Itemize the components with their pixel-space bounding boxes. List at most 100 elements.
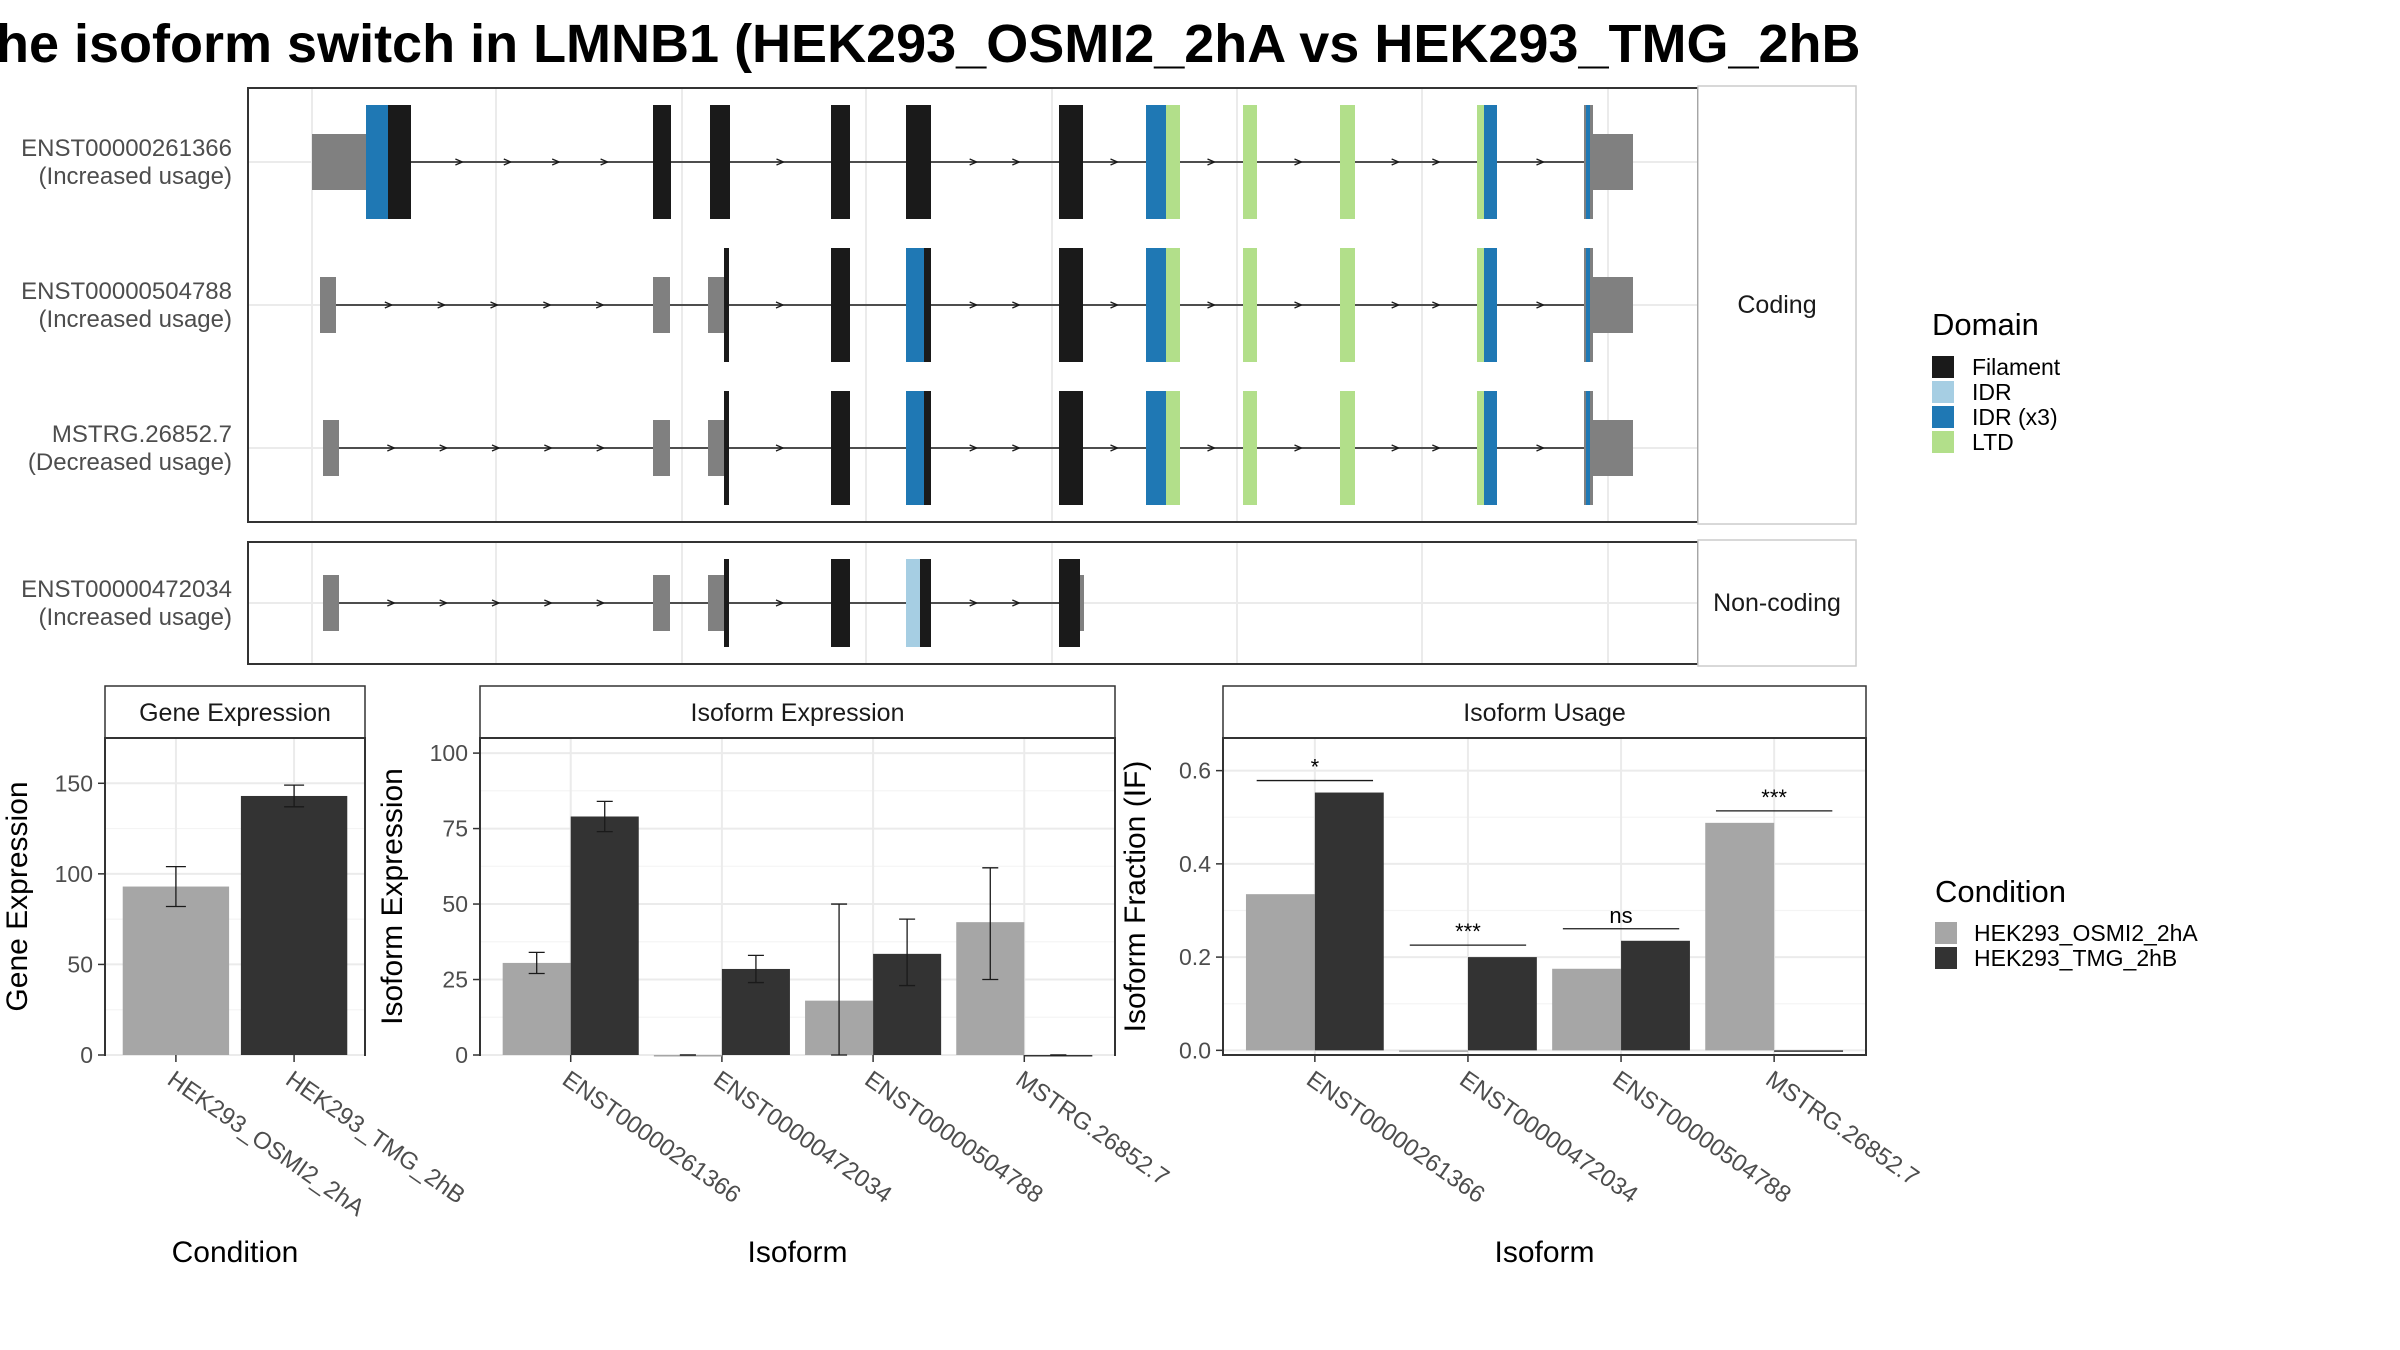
- exon-segment: [1146, 391, 1166, 505]
- exon-segment: [1593, 420, 1633, 476]
- exon-segment: [1146, 105, 1166, 219]
- intron-direction-arrow: [1391, 301, 1401, 309]
- intron-direction-arrow: [437, 301, 447, 309]
- exon-segment: [388, 105, 411, 219]
- exon-segment: [1059, 391, 1083, 505]
- intron-direction-arrow: [775, 599, 785, 607]
- intron-direction-arrow: [1110, 301, 1120, 309]
- exon-segment: [1340, 105, 1355, 219]
- exon-segment: [1477, 105, 1484, 219]
- intron-direction-arrow: [1110, 444, 1120, 452]
- intron-direction-arrow: [551, 158, 561, 166]
- exon-segment: [1586, 248, 1590, 362]
- exon-segment: [831, 391, 850, 505]
- exon-segment: [724, 248, 729, 362]
- y-tick-label: 100: [430, 740, 468, 766]
- intron-direction-arrow: [544, 599, 553, 607]
- domain-legend-label: IDR (x3): [1972, 404, 2058, 430]
- transcript-label: ENST00000261366: [21, 135, 232, 162]
- exon-segment: [1243, 105, 1257, 219]
- exon-segment: [1586, 391, 1590, 505]
- exon-segment: [1484, 248, 1497, 362]
- intron-direction-arrow: [969, 301, 979, 309]
- bar: [653, 1055, 722, 1057]
- intron-direction-arrow: [1391, 158, 1401, 166]
- intron-direction-arrow: [1110, 158, 1120, 166]
- exon-segment: [708, 277, 724, 333]
- y-tick-label: 0: [80, 1042, 93, 1068]
- intron-direction-arrow: [1391, 444, 1401, 452]
- exon-segment: [1477, 248, 1484, 362]
- exon-segment: [1593, 277, 1633, 333]
- intron-direction-arrow: [1294, 444, 1304, 452]
- intron-direction-arrow: [1207, 158, 1217, 166]
- bar: [240, 795, 348, 1055]
- y-tick-label: 0.2: [1179, 944, 1211, 970]
- intron-direction-arrow: [439, 599, 449, 607]
- exon-segment: [831, 105, 850, 219]
- intron-direction-arrow: [384, 301, 394, 309]
- y-tick-label: 0.6: [1179, 758, 1211, 784]
- exon-segment: [1586, 105, 1590, 219]
- intron-direction-arrow: [969, 599, 979, 607]
- exon-segment: [320, 277, 336, 333]
- exon-segment: [653, 575, 670, 631]
- panel-strip: [104, 685, 366, 739]
- exon-segment: [1146, 248, 1166, 362]
- bar: [1399, 1050, 1468, 1052]
- panel-title: Isoform Usage: [1463, 699, 1626, 727]
- exon-segment: [1593, 134, 1633, 190]
- bar: [1245, 894, 1315, 1051]
- intron-direction-arrow: [1012, 158, 1021, 166]
- significance-label: *: [1311, 755, 1320, 780]
- exon-segment: [906, 105, 931, 219]
- domain-legend-swatch: [1932, 406, 1954, 428]
- exon-segment: [724, 391, 729, 505]
- exon-segment: [1166, 248, 1180, 362]
- transcript-usage-label: (Increased usage): [39, 163, 232, 190]
- exon-segment: [653, 105, 671, 219]
- transcript-label: ENST00000472034: [21, 576, 232, 603]
- significance-label: ***: [1455, 919, 1481, 944]
- exon-segment: [1484, 105, 1497, 219]
- intron-direction-arrow: [596, 444, 606, 452]
- exon-segment: [708, 575, 724, 631]
- exon-segment: [906, 391, 924, 505]
- significance-label: ***: [1761, 785, 1787, 810]
- bar: [1774, 1050, 1844, 1052]
- intron-direction-arrow: [1294, 301, 1304, 309]
- intron-direction-arrow: [969, 158, 979, 166]
- panel-title: Isoform Expression: [691, 699, 905, 727]
- intron-direction-arrow: [1536, 301, 1546, 309]
- panel-strip: [1222, 685, 1867, 739]
- exon-segment: [724, 559, 729, 647]
- intron-direction-arrow: [775, 301, 785, 309]
- exon-segment: [924, 248, 931, 362]
- exon-segment: [831, 248, 850, 362]
- condition-legend-label: HEK293_OSMI2_2hA: [1974, 920, 2198, 946]
- transcript-structure-plot: CodingNon-codingENST00000261366(Increase…: [21, 85, 1857, 667]
- intron-direction-arrow: [439, 444, 449, 452]
- intron-direction-arrow: [969, 444, 979, 452]
- intron-direction-arrow: [387, 444, 396, 452]
- transcript-label: MSTRG.26852.7: [52, 421, 232, 448]
- bar: [1314, 792, 1384, 1051]
- panel-strip: [479, 685, 1116, 739]
- exon-segment: [1166, 391, 1180, 505]
- exon-segment: [366, 105, 388, 219]
- figure-title: he isoform switch in LMNB1 (HEK293_OSMI2…: [0, 14, 1861, 74]
- structure-strip-2: [1697, 539, 1857, 667]
- y-tick-label: 0.0: [1179, 1037, 1211, 1063]
- y-tick-label: 100: [55, 861, 93, 887]
- y-tick-label: 150: [55, 770, 93, 796]
- domain-legend-label: IDR: [1972, 379, 2012, 405]
- intron-direction-arrow: [544, 444, 553, 452]
- transcript-label: ENST00000504788: [21, 278, 232, 305]
- exon-segment: [708, 420, 724, 476]
- exon-segment: [1484, 391, 1497, 505]
- exon-segment: [831, 559, 850, 647]
- bar: [502, 962, 571, 1055]
- bar: [1621, 940, 1690, 1051]
